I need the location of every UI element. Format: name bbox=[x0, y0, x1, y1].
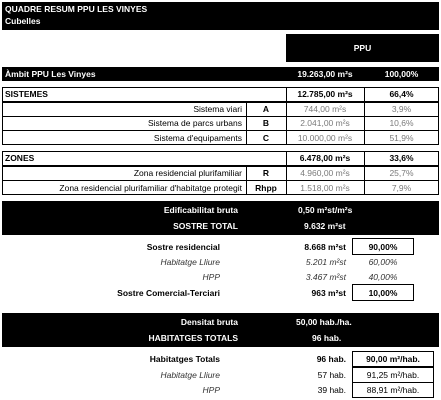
habitatges-totals-value: 96 hab. bbox=[316, 354, 346, 364]
sostre-residencial-pct: 90,00% bbox=[352, 238, 414, 255]
habitatges-hpp-value: 39 hab. bbox=[317, 385, 346, 395]
sistema-equipaments-value: 10.000,00 m²s bbox=[297, 132, 353, 143]
sistema-parcs-pct: 10,6% bbox=[389, 118, 414, 128]
zones-pct: 33,6% bbox=[389, 153, 414, 163]
sostre-hpp-value: 3.467 m²st bbox=[305, 272, 346, 282]
zona-rhpp-value: 1.518,00 m²s bbox=[300, 182, 350, 193]
report-title: QUADRE RESUM PPU LES VINYES bbox=[5, 3, 148, 15]
sostre-total-value: 9.632 m²st bbox=[304, 219, 346, 233]
edificabilitat-label: Edificabilitat bruta bbox=[2, 203, 238, 217]
habitatges-totals-header-label: HABITATGES TOTALS bbox=[2, 331, 238, 345]
sostre-hpp-label: HPP bbox=[202, 272, 220, 282]
report-subtitle: Cubelles bbox=[5, 15, 41, 27]
habitatges-lliure-value: 57 hab. bbox=[317, 370, 346, 380]
ambit-label: Àmbit PPU Les Vinyes bbox=[5, 67, 96, 81]
edificabilitat-value: 0,50 m²st/m²s bbox=[298, 203, 353, 217]
sistema-equipaments-code: C bbox=[262, 132, 270, 143]
sostre-residencial-value: 8.668 m²st bbox=[304, 242, 346, 252]
ambit-pct: 100,00% bbox=[364, 67, 439, 81]
habitatges-totals-label: Habitatges Totals bbox=[149, 354, 220, 364]
sistema-equipaments-label: Sistema d'equipaments bbox=[153, 132, 242, 143]
habitatges-lliure-label: Habitatge Lliure bbox=[160, 370, 220, 380]
zones-value: 6.478,00 m²s bbox=[299, 153, 351, 163]
habitatges-hpp-ratio: 88,91 m²/hab. bbox=[352, 382, 434, 398]
sostre-lliure-label: Habitatge Lliure bbox=[160, 257, 220, 267]
sostre-hpp-pct: 40,00% bbox=[368, 272, 398, 282]
zona-r-code: R bbox=[262, 168, 270, 178]
sostre-comercial-label: Sostre Comercial-Terciari bbox=[117, 288, 220, 298]
sostre-total-label: SOSTRE TOTAL bbox=[2, 219, 238, 233]
sostre-lliure-value: 5.201 m²st bbox=[305, 257, 346, 267]
sostre-comercial-value: 963 m²st bbox=[311, 288, 347, 298]
sostre-lliure-pct: 60,00% bbox=[368, 257, 398, 267]
sostre-residencial-label: Sostre residencial bbox=[146, 242, 220, 252]
sistema-viari-code: A bbox=[262, 104, 270, 114]
sistema-parcs-code: B bbox=[262, 118, 270, 128]
zona-rhpp-pct: 7,9% bbox=[391, 182, 412, 193]
sistema-equipaments-pct: 51,9% bbox=[389, 132, 414, 143]
sistema-parcs-value: 2.041,00 m²s bbox=[300, 118, 350, 128]
ambit-value: 19.263,00 m²s bbox=[286, 67, 364, 81]
habitatges-totals-ratio: 90,00 m²/hab. bbox=[352, 351, 434, 367]
zona-rhpp-label: Zona residencial plurifamiliar d'habitat… bbox=[59, 182, 242, 193]
habitatges-lliure-ratio: 91,25 m²/hab. bbox=[352, 367, 434, 383]
zona-r-label: Zona residencial plurifamiliar bbox=[133, 168, 242, 178]
sistemes-pct: 66,4% bbox=[389, 89, 414, 99]
zona-rhpp-code: Rhpp bbox=[255, 182, 277, 193]
zones-label: ZONES bbox=[5, 153, 35, 163]
habitatges-totals-header-value: 96 hab. bbox=[312, 331, 342, 345]
sostre-comercial-pct: 10,00% bbox=[352, 284, 414, 301]
zona-r-value: 4.960,00 m²s bbox=[300, 168, 350, 178]
sistema-parcs-label: Sistema de parcs urbans bbox=[147, 118, 242, 128]
sistemes-label: SISTEMES bbox=[5, 89, 48, 99]
ppu-column-header: PPU bbox=[286, 34, 439, 62]
sistema-viari-value: 744,00 m²s bbox=[303, 104, 347, 114]
sistemes-value: 12.785,00 m²s bbox=[297, 89, 353, 99]
zones-table bbox=[2, 151, 439, 195]
zona-r-pct: 25,7% bbox=[389, 168, 414, 178]
sistema-viari-label: Sistema viari bbox=[193, 104, 242, 114]
densitat-label: Densitat bruta bbox=[2, 315, 238, 329]
sistema-viari-pct: 3,9% bbox=[391, 104, 412, 114]
densitat-value: 50,00 hab./ha. bbox=[296, 315, 352, 329]
habitatges-hpp-label: HPP bbox=[202, 385, 220, 395]
